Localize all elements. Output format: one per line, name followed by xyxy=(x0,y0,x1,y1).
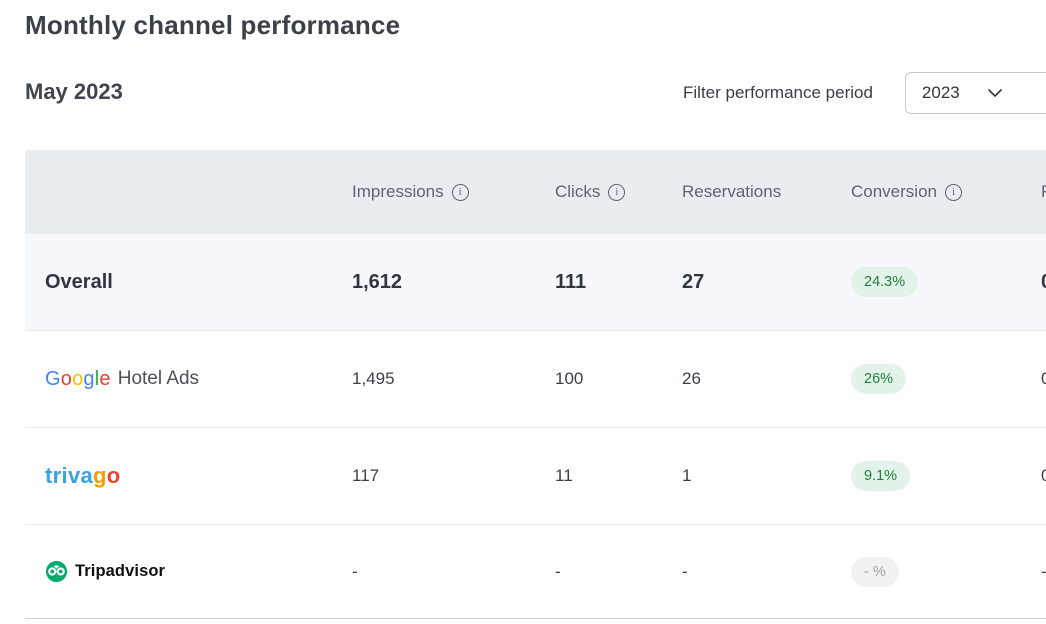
header-conversion-label: Conversion xyxy=(851,182,937,201)
google-conversion-badge: 26% xyxy=(851,364,907,394)
google-clicks: 100 xyxy=(555,369,584,388)
overall-impressions: 1,612 xyxy=(352,270,403,293)
overall-clicks: 111 xyxy=(555,270,587,293)
trivago-impressions: 117 xyxy=(352,466,380,485)
conversion-info-icon[interactable]: i xyxy=(945,183,962,201)
header-revenue: Revenue xyxy=(1041,182,1046,202)
table-header-row: Impressions i Clicks i Reservations Conv… xyxy=(25,150,1046,234)
logo-letter: o xyxy=(72,367,84,390)
google-impressions: 1,495 xyxy=(352,369,395,388)
table-row-overall: Overall 1,612 111 27 24.3% 0 xyxy=(25,234,1046,331)
tripadvisor-owl-icon xyxy=(45,560,68,583)
tripadvisor-impressions: - xyxy=(352,561,358,581)
year-dropdown[interactable]: 2023 xyxy=(904,72,1046,114)
tripadvisor-revenue: - xyxy=(1041,562,1046,582)
tripadvisor-reservations: - xyxy=(682,561,688,581)
subheader: May 2023 Filter performance period 2023 xyxy=(25,72,1046,114)
logo-letter: g xyxy=(93,463,107,488)
logo-letter: g xyxy=(83,367,95,390)
tripadvisor-clicks: - xyxy=(555,561,561,581)
trivago-conversion-badge: 9.1% xyxy=(851,461,911,491)
trivago-clicks: 11 xyxy=(555,466,573,485)
logo-letter: v xyxy=(67,463,81,488)
logo-letter: i xyxy=(61,463,68,488)
chevron-down-icon xyxy=(987,89,1002,97)
trivago-reservations: 1 xyxy=(682,466,692,485)
logo-letter: l xyxy=(94,367,100,390)
trivago-logo: trivago xyxy=(45,463,121,489)
filter-label: Filter performance period xyxy=(683,83,873,102)
logo-letter: a xyxy=(80,463,94,488)
header-reservations: Reservations xyxy=(682,182,851,202)
header-revenue-label: Revenue xyxy=(1041,182,1046,202)
google-revenue: 0 xyxy=(1041,369,1046,388)
filter-group: Filter performance period 2023 xyxy=(683,72,1046,114)
header-clicks: Clicks i xyxy=(555,182,682,202)
logo-letter: e xyxy=(99,367,111,390)
tripadvisor-conversion-badge: - % xyxy=(851,556,899,587)
overall-reservations: 27 xyxy=(682,270,705,293)
table-row-tripadvisor: Tripadvisor - - - - % - xyxy=(25,525,1046,618)
google-reservations: 26 xyxy=(682,369,701,388)
logo-letter: t xyxy=(45,463,53,488)
logo-letter: o xyxy=(106,463,121,488)
logo-letter: o xyxy=(60,367,73,390)
tripadvisor-name: Tripadvisor xyxy=(75,562,166,580)
overall-revenue: 0 xyxy=(1041,271,1046,294)
header-reservations-label: Reservations xyxy=(682,182,782,201)
tripadvisor-logo: Tripadvisor xyxy=(45,560,165,583)
trivago-revenue: 0 xyxy=(1041,466,1046,485)
table-row-google-hotel-ads: Google Hotel Ads 1,495 100 26 26% 0 xyxy=(25,331,1046,428)
impressions-info-icon[interactable]: i xyxy=(451,183,469,201)
clicks-info-icon[interactable]: i xyxy=(608,183,626,201)
header-impressions-label: Impressions xyxy=(352,182,444,201)
google-hotel-ads-logo: Google xyxy=(45,368,111,391)
logo-letter: r xyxy=(52,463,62,488)
google-hotel-ads-suffix: Hotel Ads xyxy=(117,368,200,389)
period-label: May 2023 xyxy=(25,79,123,104)
logo-letter: G xyxy=(45,367,61,390)
header-clicks-label: Clicks xyxy=(555,182,601,201)
header-conversion: Conversion i xyxy=(851,182,1041,202)
performance-table: Impressions i Clicks i Reservations Conv… xyxy=(25,150,1046,619)
overall-conversion-badge: 24.3% xyxy=(851,267,919,297)
page-title: Monthly channel performance xyxy=(25,10,401,40)
year-dropdown-value: 2023 xyxy=(921,83,960,102)
table-row-trivago: trivago 117 11 1 9.1% 0 xyxy=(25,428,1046,525)
header-impressions: Impressions i xyxy=(352,182,555,202)
channel-name-overall: Overall xyxy=(45,270,113,293)
